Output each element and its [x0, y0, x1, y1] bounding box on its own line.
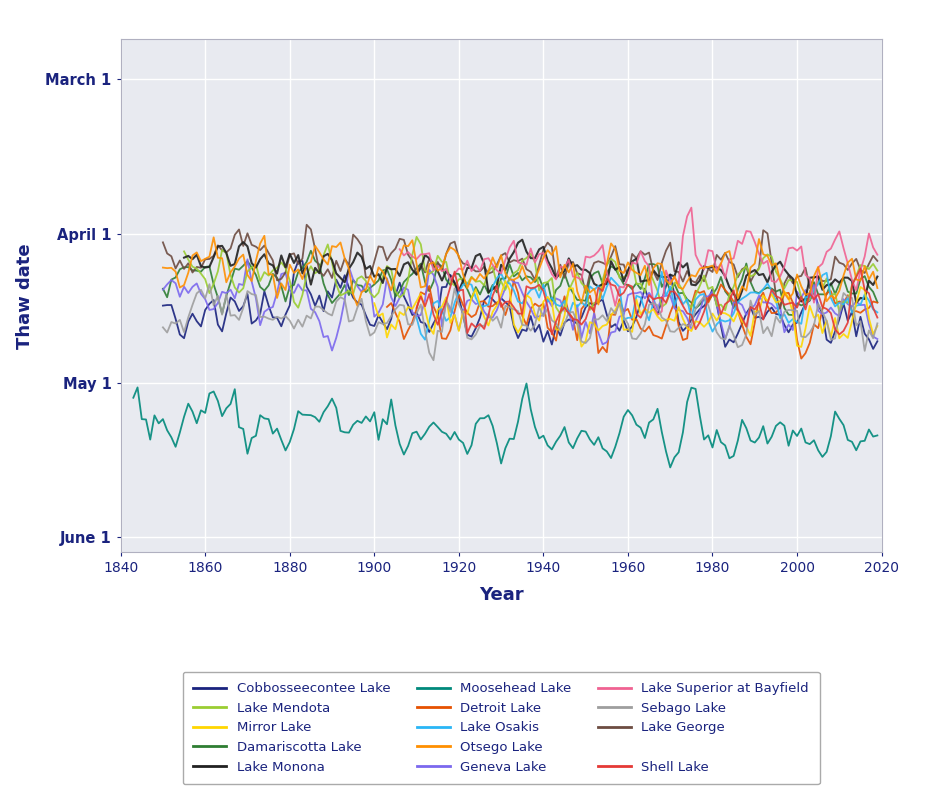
Legend: Cobbosseecontee Lake, Lake Mendota, Mirror Lake, Damariscotta Lake, Lake Monona,: Cobbosseecontee Lake, Lake Mendota, Mirr…: [183, 671, 819, 784]
Y-axis label: Thaw date: Thaw date: [17, 243, 34, 349]
X-axis label: Year: Year: [478, 586, 523, 604]
